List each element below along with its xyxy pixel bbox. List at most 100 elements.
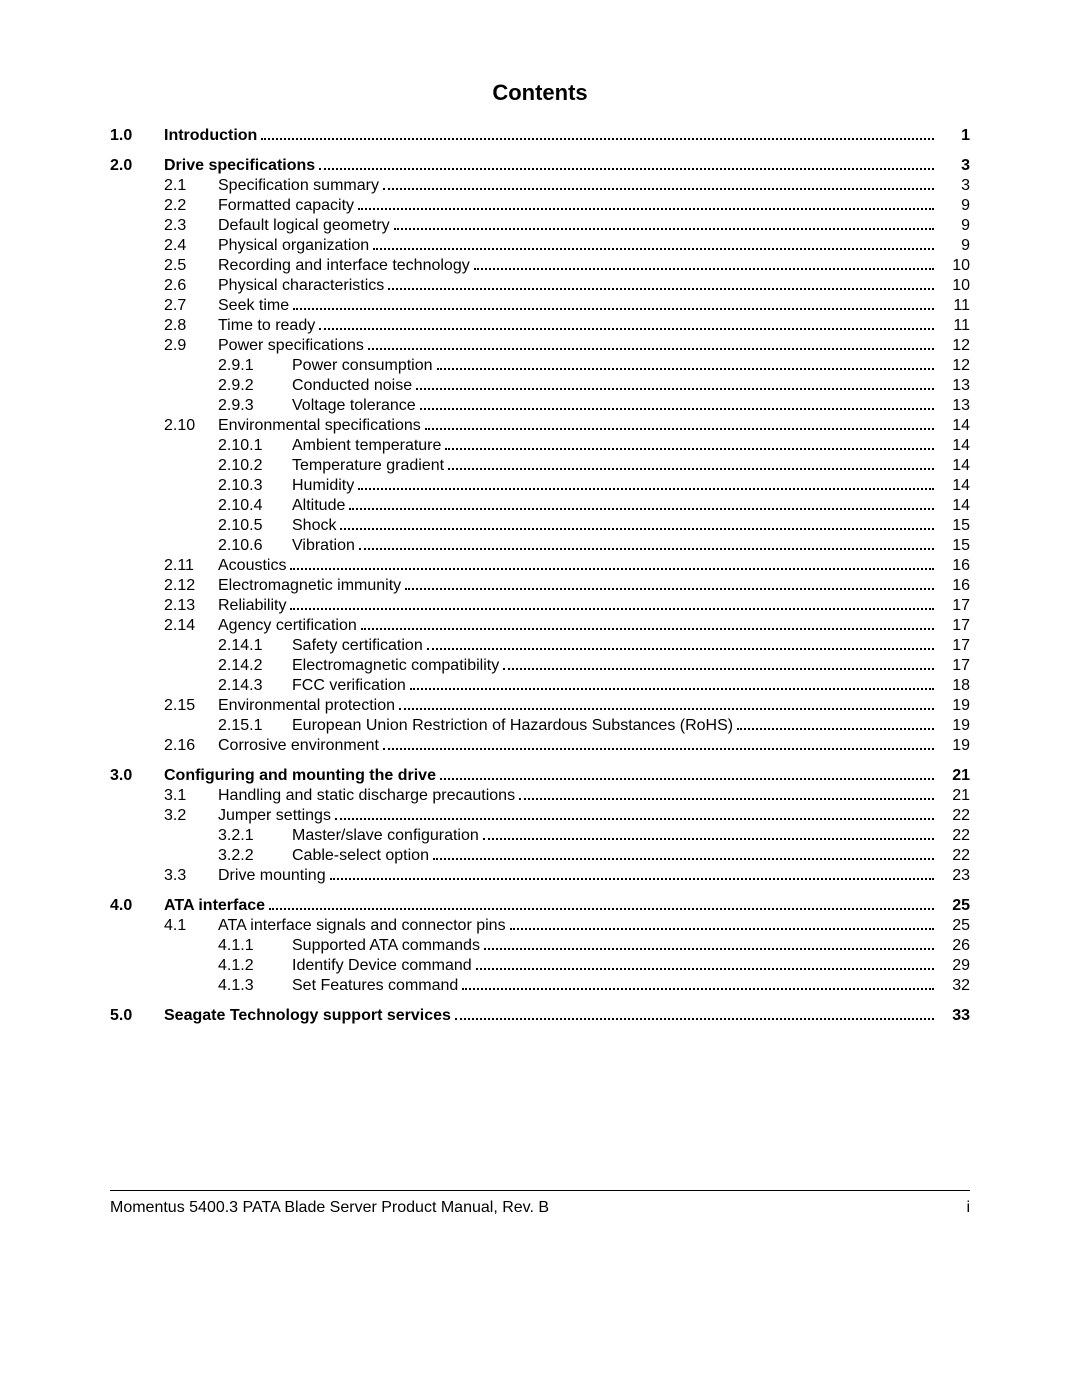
toc-subsection-number: 2.9.2: [218, 376, 292, 396]
toc-leader-dots: [399, 697, 934, 710]
toc-section-number: 2.16: [164, 736, 218, 756]
toc-entry: 3.3Drive mounting23: [110, 866, 970, 886]
toc-leader-dots: [358, 197, 934, 210]
toc-page-number: 17: [936, 636, 970, 656]
toc-page-number: 19: [936, 696, 970, 716]
toc-entry: 2.16Corrosive environment19: [110, 736, 970, 756]
toc-title: Safety certification: [292, 636, 427, 656]
toc-page-number: 13: [936, 376, 970, 396]
toc-section-number: 3.1: [164, 786, 218, 806]
toc-title: Drive mounting: [218, 866, 330, 886]
toc-page-number: 19: [936, 716, 970, 736]
toc-subsection-number: 3.2.1: [218, 826, 292, 846]
toc-page-number: 25: [936, 916, 970, 936]
toc-entry: 2.10.6Vibration15: [110, 536, 970, 556]
toc-page-number: 10: [936, 256, 970, 276]
toc-title: Time to ready: [218, 316, 319, 336]
toc-leader-dots: [420, 397, 934, 410]
toc-page-number: 11: [936, 316, 970, 336]
toc-title: Voltage tolerance: [292, 396, 420, 416]
toc-title: Master/slave configuration: [292, 826, 483, 846]
toc-title: Power specifications: [218, 336, 368, 356]
toc-entry: 4.1.1Supported ATA commands26: [110, 936, 970, 956]
toc-title: Formatted capacity: [218, 196, 358, 216]
toc-subsection-number: 2.10.4: [218, 496, 292, 516]
toc-leader-dots: [474, 257, 934, 270]
toc-leader-dots: [383, 177, 934, 190]
toc-title: Altitude: [292, 496, 349, 516]
toc-title: Handling and static discharge precaution…: [218, 786, 519, 806]
toc-leader-dots: [462, 977, 934, 990]
toc-subsection-number: 2.10.3: [218, 476, 292, 496]
toc-title: Jumper settings: [218, 806, 335, 826]
toc-page-number: 17: [936, 616, 970, 636]
toc-leader-dots: [383, 737, 934, 750]
toc-title: Physical characteristics: [218, 276, 388, 296]
toc-leader-dots: [445, 437, 934, 450]
toc-leader-dots: [340, 517, 934, 530]
toc-title: Configuring and mounting the drive: [164, 766, 440, 786]
toc-subsection-number: 2.14.3: [218, 676, 292, 696]
toc-leader-dots: [335, 807, 934, 820]
toc-title: Environmental protection: [218, 696, 399, 716]
toc-leader-dots: [483, 827, 934, 840]
toc-entry: 2.14Agency certification17: [110, 616, 970, 636]
toc-entry: 2.12Electromagnetic immunity16: [110, 576, 970, 596]
toc-page-number: 14: [936, 476, 970, 496]
toc-page-number: 16: [936, 556, 970, 576]
toc-section-number: 4.1: [164, 916, 218, 936]
toc-leader-dots: [319, 157, 934, 170]
toc-page-number: 21: [936, 786, 970, 806]
toc-subsection-number: 4.1.1: [218, 936, 292, 956]
toc-entry: 2.8Time to ready11: [110, 316, 970, 336]
toc-section-number: 3.2: [164, 806, 218, 826]
toc-leader-dots: [737, 717, 934, 730]
toc-title: ATA interface signals and connector pins: [218, 916, 510, 936]
toc-leader-dots: [290, 597, 934, 610]
toc-subsection-number: 2.10.2: [218, 456, 292, 476]
toc-title: Corrosive environment: [218, 736, 383, 756]
toc-title: Vibration: [292, 536, 359, 556]
toc-page-number: 25: [936, 896, 970, 916]
toc-page-number: 22: [936, 826, 970, 846]
contents-heading: Contents: [110, 80, 970, 106]
page-footer: Momentus 5400.3 PATA Blade Server Produc…: [110, 1190, 970, 1217]
toc-section-number: 2.10: [164, 416, 218, 436]
toc-entry: 2.9.2Conducted noise13: [110, 376, 970, 396]
toc-page-number: 26: [936, 936, 970, 956]
toc-entry: 2.7Seek time11: [110, 296, 970, 316]
toc-leader-dots: [503, 657, 934, 670]
toc-section-number: 3.3: [164, 866, 218, 886]
toc-entry: 4.1.3Set Features command32: [110, 976, 970, 996]
toc-entry: 2.10Environmental specifications14: [110, 416, 970, 436]
toc-page-number: 9: [936, 216, 970, 236]
toc-entry: 4.1ATA interface signals and connector p…: [110, 916, 970, 936]
toc-leader-dots: [361, 617, 934, 630]
toc-entry: 2.9Power specifications12: [110, 336, 970, 356]
toc-leader-dots: [455, 1007, 934, 1020]
toc-leader-dots: [358, 477, 934, 490]
document-page: Contents 1.0Introduction12.0Drive specif…: [0, 0, 1080, 1397]
toc-page-number: 22: [936, 806, 970, 826]
toc-title: Shock: [292, 516, 340, 536]
toc-entry: 2.2Formatted capacity9: [110, 196, 970, 216]
toc-subsection-number: 2.10.1: [218, 436, 292, 456]
toc-leader-dots: [405, 577, 934, 590]
toc-entry: 2.0Drive specifications3: [110, 156, 970, 176]
toc-leader-dots: [476, 957, 934, 970]
toc-section-number: 2.14: [164, 616, 218, 636]
toc-title: Acoustics: [218, 556, 290, 576]
toc-page-number: 32: [936, 976, 970, 996]
toc-leader-dots: [330, 867, 934, 880]
toc-leader-dots: [319, 317, 934, 330]
toc-leader-dots: [290, 557, 934, 570]
toc-page-number: 17: [936, 656, 970, 676]
toc-page-number: 10: [936, 276, 970, 296]
toc-entry: 2.10.5Shock15: [110, 516, 970, 536]
toc-leader-dots: [427, 637, 934, 650]
toc-page-number: 14: [936, 416, 970, 436]
toc-chapter-number: 4.0: [110, 896, 164, 916]
toc-leader-dots: [484, 937, 934, 950]
footer-rule: [110, 1190, 970, 1191]
toc-section-number: 2.6: [164, 276, 218, 296]
